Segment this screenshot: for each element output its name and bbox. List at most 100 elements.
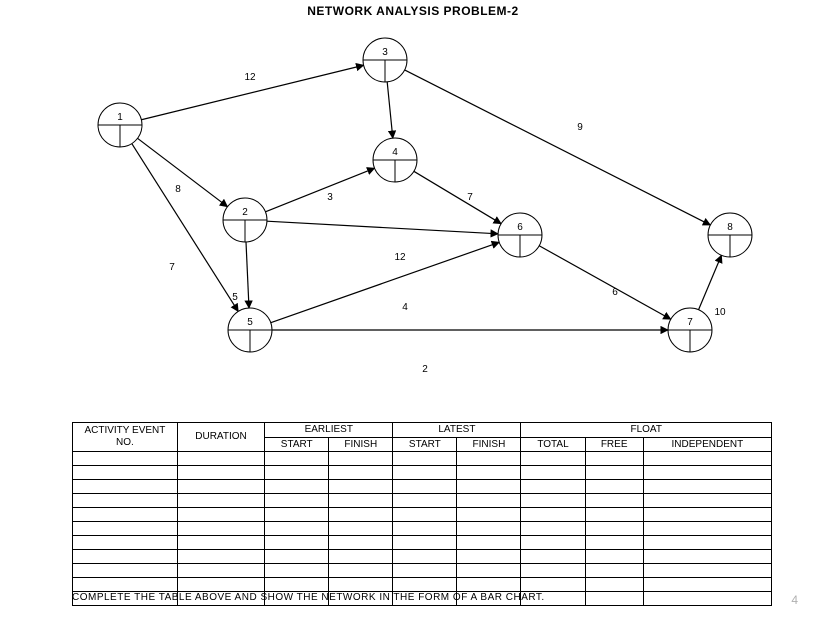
table-cell — [73, 508, 178, 522]
node-3: 3 — [363, 38, 407, 82]
table-cell — [643, 550, 771, 564]
edge-label-2-4: 3 — [327, 192, 333, 203]
table-cell — [457, 466, 521, 480]
col-subheader: START — [265, 437, 329, 452]
table-cell — [73, 494, 178, 508]
edge-5-6 — [271, 242, 499, 322]
table-cell — [585, 494, 643, 508]
col-header: DURATION — [177, 423, 264, 452]
edge-label-3-8: 9 — [577, 122, 583, 133]
col-subheader: FINISH — [329, 437, 393, 452]
table-cell — [265, 508, 329, 522]
table-cell — [177, 480, 264, 494]
table-cell — [585, 466, 643, 480]
table-cell — [73, 522, 178, 536]
table-cell — [177, 578, 264, 592]
table-cell — [177, 536, 264, 550]
table-cell — [521, 536, 585, 550]
table-cell — [177, 452, 264, 466]
table-cell — [457, 494, 521, 508]
table-cell — [393, 550, 457, 564]
table-cell — [521, 522, 585, 536]
table-row — [73, 452, 772, 466]
table-cell — [643, 564, 771, 578]
edge-label-1-2: 8 — [175, 184, 181, 195]
table-cell — [177, 466, 264, 480]
analysis-table-wrap: ACTIVITY EVENT NO.DURATIONEARLIESTLATEST… — [72, 422, 772, 606]
table-cell — [393, 536, 457, 550]
edge-3-4 — [387, 82, 393, 138]
col-subheader: FINISH — [457, 437, 521, 452]
table-cell — [643, 522, 771, 536]
network-diagram: 12879351274261012345678 — [0, 20, 826, 400]
node-label-4: 4 — [392, 147, 398, 158]
edge-2-6 — [267, 221, 498, 234]
table-cell — [457, 578, 521, 592]
table-cell — [643, 536, 771, 550]
table-cell — [73, 536, 178, 550]
table-cell — [265, 564, 329, 578]
table-cell — [521, 564, 585, 578]
table-cell — [265, 480, 329, 494]
edge-label-4-6: 7 — [467, 192, 473, 203]
table-cell — [329, 466, 393, 480]
table-cell — [521, 578, 585, 592]
table-cell — [329, 578, 393, 592]
table-cell — [73, 578, 178, 592]
table-cell — [177, 522, 264, 536]
table-cell — [457, 522, 521, 536]
table-cell — [457, 508, 521, 522]
table-cell — [585, 536, 643, 550]
node-label-6: 6 — [517, 222, 523, 233]
table-cell — [265, 536, 329, 550]
table-cell — [393, 578, 457, 592]
edge-label-5-6: 4 — [402, 302, 408, 313]
table-cell — [329, 522, 393, 536]
node-8: 8 — [708, 213, 752, 257]
edge-4-6 — [414, 171, 501, 223]
table-cell — [329, 494, 393, 508]
table-cell — [393, 564, 457, 578]
col-header: ACTIVITY EVENT NO. — [73, 423, 178, 452]
table-cell — [265, 550, 329, 564]
col-header: EARLIEST — [265, 423, 393, 438]
footer-instruction: COMPLETE THE TABLE ABOVE AND SHOW THE NE… — [72, 592, 772, 603]
col-header: LATEST — [393, 423, 521, 438]
col-subheader: FREE — [585, 437, 643, 452]
node-label-1: 1 — [117, 112, 123, 123]
table-cell — [393, 452, 457, 466]
table-cell — [177, 494, 264, 508]
node-2: 2 — [223, 198, 267, 242]
table-cell — [457, 480, 521, 494]
edge-1-2 — [138, 138, 228, 206]
page-title: NETWORK ANALYSIS PROBLEM-2 — [0, 4, 826, 18]
table-row — [73, 508, 772, 522]
table-cell — [521, 452, 585, 466]
table-cell — [457, 564, 521, 578]
table-cell — [521, 466, 585, 480]
edge-1-5 — [132, 144, 238, 312]
table-cell — [585, 564, 643, 578]
table-cell — [393, 480, 457, 494]
table-row — [73, 578, 772, 592]
table-cell — [329, 536, 393, 550]
table-cell — [457, 452, 521, 466]
table-row — [73, 466, 772, 480]
col-subheader: START — [393, 437, 457, 452]
table-cell — [643, 466, 771, 480]
table-cell — [643, 480, 771, 494]
table-cell — [329, 508, 393, 522]
node-label-5: 5 — [247, 317, 253, 328]
table-cell — [585, 508, 643, 522]
table-row — [73, 536, 772, 550]
edge-2-5 — [246, 242, 249, 308]
table-cell — [393, 522, 457, 536]
table-cell — [177, 550, 264, 564]
table-cell — [643, 494, 771, 508]
table-cell — [73, 550, 178, 564]
table-cell — [521, 494, 585, 508]
table-cell — [73, 452, 178, 466]
table-cell — [585, 550, 643, 564]
table-cell — [265, 494, 329, 508]
table-cell — [643, 578, 771, 592]
